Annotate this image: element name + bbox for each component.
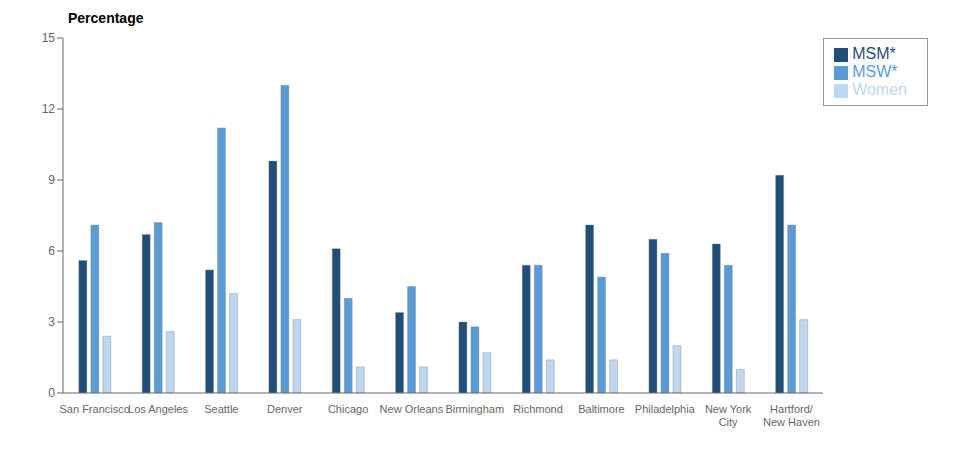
svg-text:Seattle: Seattle [204,403,238,415]
svg-text:San Francisco: San Francisco [60,403,130,415]
html-text:Percentage: Percentage [68,10,144,26]
svg-text:Hartford/New Haven: Hartford/New Haven [763,403,820,428]
svg-text:9: 9 [48,173,55,187]
svg-text:Philadelphia: Philadelphia [635,403,696,415]
html-text:Women: Women [852,81,907,98]
svg-text:3: 3 [48,315,55,329]
svg-text:Chicago: Chicago [328,403,368,415]
svg-text:New Orleans: New Orleans [380,403,444,415]
html-text:MSW*: MSW* [852,63,898,80]
svg-text:Baltimore: Baltimore [578,403,624,415]
svg-text:0: 0 [48,386,55,400]
svg-text:Birmingham: Birmingham [445,403,504,415]
svg-text:Denver: Denver [267,403,303,415]
svg-text:Los Angeles: Los Angeles [128,403,188,415]
svg-text:New YorkCity: New YorkCity [705,403,752,428]
svg-text:12: 12 [42,102,56,116]
svg-text:6: 6 [48,244,55,258]
svg-text:15: 15 [42,31,56,45]
html-text:MSM*: MSM* [852,45,896,62]
svg-text:Richmond: Richmond [513,403,563,415]
